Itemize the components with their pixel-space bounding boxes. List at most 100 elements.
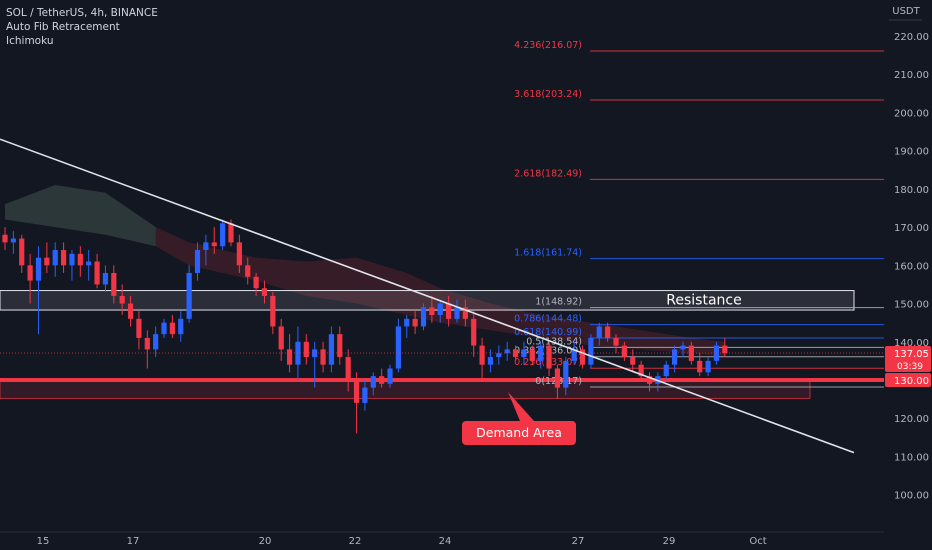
candle-body	[646, 376, 653, 384]
candle-body	[144, 337, 150, 350]
price-tick: 190.00	[894, 147, 929, 158]
candle-body	[705, 360, 711, 373]
candle-body	[245, 265, 251, 277]
time-axis[interactable]: 15 17 20 22 24 27 29 Oct	[0, 531, 884, 547]
candle-body	[454, 307, 460, 319]
candle-body	[261, 288, 268, 296]
candle-body	[44, 257, 50, 266]
time-tick: Oct	[749, 536, 766, 547]
candle-body	[328, 334, 335, 365]
candle-body	[680, 345, 686, 350]
candle-body	[395, 326, 401, 369]
candle-body	[462, 307, 468, 319]
candle-body	[621, 345, 627, 358]
last-price-value: 137.05	[894, 349, 929, 360]
candle-body	[412, 318, 418, 327]
cloud-bullish	[5, 185, 156, 247]
time-tick: 22	[349, 536, 362, 547]
candle-body	[521, 349, 527, 358]
chart-legend: SOL / TetherUS, 4h, BINANCE Auto Fib Ret…	[6, 6, 158, 48]
demand-callout[interactable]	[462, 421, 576, 445]
candle-body	[630, 357, 636, 365]
time-tick: 27	[572, 536, 585, 547]
candle-body	[303, 341, 309, 358]
time-tick: 29	[663, 536, 676, 547]
candle-body	[672, 349, 678, 365]
candle-body	[278, 326, 284, 350]
zones: Resistance	[0, 290, 884, 399]
candle-body	[312, 349, 318, 358]
cloud-bearish	[5, 185, 725, 358]
time-tick: 24	[439, 536, 452, 547]
candle-body	[345, 357, 351, 380]
candle-body	[504, 349, 510, 354]
last-price-badge[interactable]	[885, 346, 931, 373]
symbol-title[interactable]: SOL / TetherUS, 4h, BINANCE	[6, 7, 158, 19]
candle-body	[613, 337, 619, 346]
price-axis[interactable]: USDT 220.00 210.00 200.00 190.00 180.00 170.00…	[884, 0, 932, 550]
candle-body	[102, 272, 109, 285]
candle-body	[228, 223, 234, 243]
candle-body	[546, 345, 552, 369]
candle-body	[446, 303, 452, 319]
candle-body	[496, 353, 502, 358]
candle-body	[169, 322, 175, 335]
resistance-zone	[0, 290, 855, 311]
price-tick: 180.00	[894, 185, 929, 196]
indicator-ichimoku[interactable]: Ichimoku	[6, 35, 54, 47]
candle-body	[161, 322, 167, 335]
candle-body	[379, 376, 385, 384]
candle-body	[69, 253, 75, 266]
fib-label: 1(148.92)	[535, 297, 582, 308]
candle-body	[286, 349, 293, 365]
candle-body	[320, 349, 326, 365]
candle-body	[27, 265, 33, 281]
candle-body	[437, 303, 443, 316]
candle-body	[362, 387, 368, 403]
candle-body	[220, 223, 226, 247]
candle-body	[638, 364, 644, 377]
candle-body	[186, 272, 192, 319]
candle-body	[86, 261, 92, 266]
candle-body	[236, 242, 242, 266]
price-tick: 210.00	[894, 70, 929, 81]
candle-body	[127, 303, 134, 319]
candle-body	[19, 238, 25, 266]
fib-label: 4.236(216.07)	[514, 40, 582, 51]
candle-body	[10, 238, 16, 243]
fib-label: 3.618(203.24)	[514, 89, 582, 100]
descending-trendline	[0, 138, 855, 454]
price-axis-bg	[884, 0, 932, 550]
price-tick: 170.00	[894, 223, 929, 234]
countdown-value: 03:39	[897, 362, 923, 372]
demand-zone	[0, 379, 811, 399]
candle-body	[588, 337, 594, 365]
candle-body	[153, 334, 159, 350]
resistance-label: Resistance	[666, 293, 741, 309]
time-tick: 15	[37, 536, 50, 547]
candle-body	[353, 379, 360, 403]
candle-body	[663, 364, 669, 377]
candle-body	[119, 295, 125, 304]
annotations: Demand Area	[0, 352, 884, 445]
candle-body	[35, 257, 42, 281]
indicator-fib[interactable]: Auto Fib Retracement	[6, 21, 120, 33]
candle-body	[270, 295, 276, 327]
support-value: 130.00	[894, 376, 929, 387]
candle-body	[713, 345, 720, 361]
callout-arrow	[508, 392, 534, 421]
candle-body	[571, 349, 577, 361]
candle-body	[111, 272, 117, 296]
candle-body	[253, 276, 259, 289]
candle-body	[211, 242, 217, 247]
candle-body	[404, 318, 410, 327]
fib-label: 1.618(161.74)	[514, 248, 582, 259]
candle-body	[471, 318, 477, 346]
candle-body	[2, 234, 8, 243]
price-tick: 160.00	[894, 261, 929, 272]
demand-label: Demand Area	[476, 425, 562, 440]
candle-body	[94, 261, 100, 285]
candle-body	[194, 250, 201, 273]
candle-body	[512, 349, 519, 358]
